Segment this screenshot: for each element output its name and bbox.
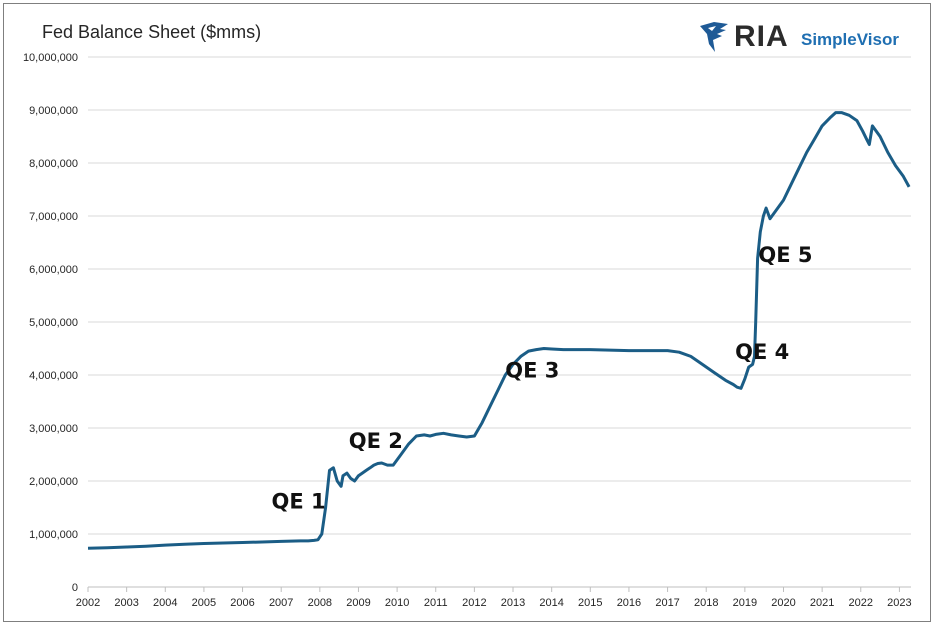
annotation-label: QE 4 bbox=[735, 340, 789, 364]
y-tick-label: 3,000,000 bbox=[29, 423, 78, 435]
x-tick-label: 2009 bbox=[346, 597, 370, 609]
x-tick-label: 2015 bbox=[578, 597, 602, 609]
logo-simplevisor-text: SimpleVisor bbox=[801, 30, 899, 49]
x-tick-label: 2006 bbox=[230, 597, 254, 609]
chart-frame: Fed Balance Sheet ($mms) RIA SimpleVisor bbox=[3, 3, 931, 622]
x-tick-label: 2002 bbox=[76, 597, 100, 609]
x-tick-label: 2019 bbox=[733, 597, 757, 609]
series-line-fed-balance-sheet bbox=[87, 111, 911, 550]
annotations: QE 1 QE 2 QE 3 QE 4 QE 5 bbox=[272, 243, 813, 513]
x-tick-label: 2013 bbox=[501, 597, 525, 609]
y-tick-label: 5,000,000 bbox=[29, 317, 78, 329]
x-tick-label: 2012 bbox=[462, 597, 486, 609]
x-tick-label: 2011 bbox=[424, 597, 448, 609]
x-tick-label: 2005 bbox=[192, 597, 216, 609]
annotation-label: QE 2 bbox=[349, 429, 403, 453]
y-tick-label: 4,000,000 bbox=[29, 370, 78, 382]
y-tick-label: 9,000,000 bbox=[29, 105, 78, 117]
x-tick-label: 2022 bbox=[849, 597, 873, 609]
x-tick-label: 2010 bbox=[385, 597, 409, 609]
annotation-label: QE 1 bbox=[272, 490, 326, 514]
x-tick-label: 2017 bbox=[655, 597, 679, 609]
x-tick-label: 2020 bbox=[771, 597, 795, 609]
y-tick-label: 6,000,000 bbox=[29, 264, 78, 276]
x-tick-label: 2008 bbox=[308, 597, 332, 609]
x-tick-label: 2016 bbox=[617, 597, 641, 609]
grid-lines bbox=[88, 56, 911, 535]
x-axis-ticks: 2002 2003 2004 2005 2006 2007 2008 2009 2010 2011… bbox=[76, 587, 912, 609]
y-tick-label: 7,000,000 bbox=[29, 211, 78, 223]
x-tick-label: 2018 bbox=[694, 597, 718, 609]
y-tick-label: 10,000,000 bbox=[23, 52, 78, 64]
x-tick-label: 2007 bbox=[269, 597, 293, 609]
y-tick-label: 0 bbox=[72, 582, 78, 594]
x-tick-label: 2004 bbox=[153, 597, 177, 609]
annotation-label: QE 5 bbox=[758, 243, 812, 267]
y-tick-label: 2,000,000 bbox=[29, 476, 78, 488]
x-tick-label: 2003 bbox=[114, 597, 138, 609]
y-tick-label: 1,000,000 bbox=[29, 529, 78, 541]
annotation-label: QE 3 bbox=[505, 359, 559, 383]
y-axis-ticks: 0 1,000,000 2,000,000 3,000,000 4,000,000 5,0… bbox=[23, 52, 78, 594]
eagle-icon bbox=[700, 22, 728, 52]
logo-ria-text: RIA bbox=[734, 20, 789, 53]
y-tick-label: 8,000,000 bbox=[29, 158, 78, 170]
x-tick-label: 2023 bbox=[887, 597, 911, 609]
x-tick-label: 2014 bbox=[539, 597, 563, 609]
chart-title: Fed Balance Sheet ($mms) bbox=[42, 22, 262, 42]
x-tick-label: 2021 bbox=[810, 597, 834, 609]
ria-simplevisor-logo: RIA SimpleVisor bbox=[698, 20, 913, 56]
